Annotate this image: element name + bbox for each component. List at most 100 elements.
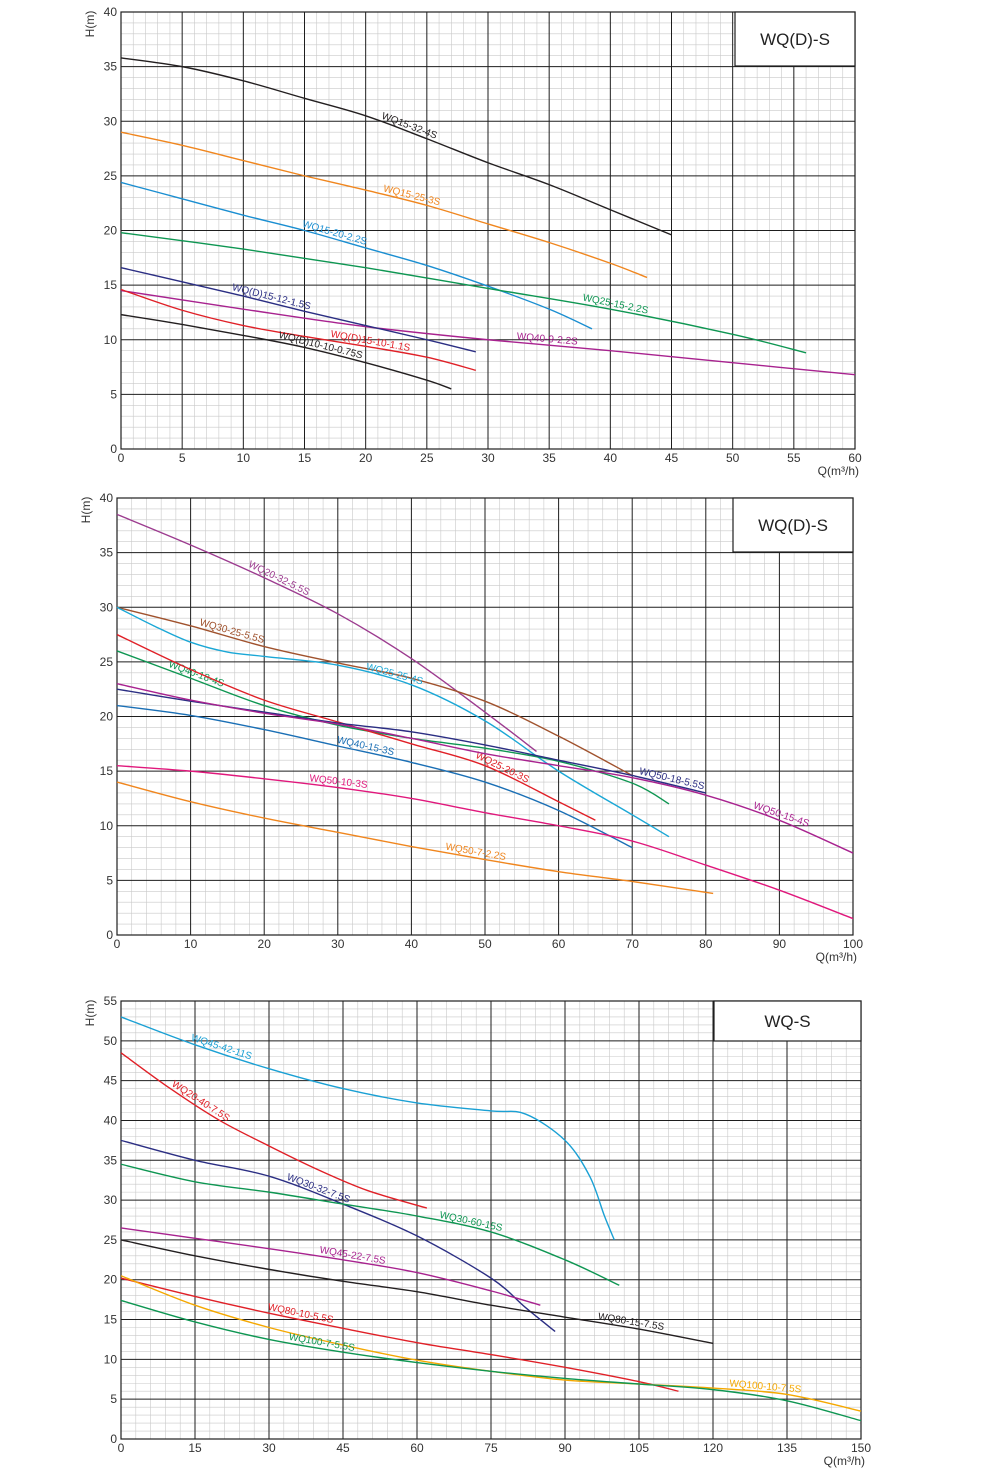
y-tick-label: 5: [106, 873, 113, 887]
x-tick-label: 10: [237, 451, 251, 465]
series-label: WQ30-25-5.5S: [198, 617, 265, 646]
x-axis-label: Q(m³/h): [824, 1454, 865, 1468]
chart-3: 0 15 30 45 60 75 90 105 120 135 150 0 5 10 15 20 25 30 35 4…: [83, 994, 871, 1468]
chart-title: WQ(D)-S: [760, 30, 830, 49]
series-label: WQ15-25-3S: [382, 183, 442, 208]
x-tick-label: 70: [626, 937, 640, 951]
series-label: WQ50-7-2.2S: [445, 842, 507, 864]
y-tick-label: 0: [110, 442, 117, 456]
y-tick-label: 30: [104, 114, 118, 128]
series-line: [116, 781, 714, 895]
x-tick-label: 135: [777, 1441, 797, 1455]
y-axis-label: H(m): [83, 1000, 97, 1027]
major-grid: [116, 497, 854, 936]
plot-frame: [116, 497, 854, 936]
series-line: [120, 1227, 541, 1306]
series-line: [120, 1299, 862, 1422]
title-box: [734, 11, 856, 67]
x-tick-label: 20: [258, 937, 272, 951]
y-axis-label: H(m): [79, 497, 93, 524]
x-tick-label: 30: [262, 1441, 276, 1455]
x-tick-label: 15: [188, 1441, 202, 1455]
x-tick-label: 60: [410, 1441, 424, 1455]
x-tick-label: 55: [787, 451, 801, 465]
series-label: WQ40-9-2.2S: [516, 331, 578, 347]
series-line: [116, 764, 854, 920]
x-tick-label: 80: [699, 937, 713, 951]
x-tick-label: 50: [478, 937, 492, 951]
chart-title: WQ-S: [764, 1012, 810, 1031]
series-label: WQ15-20-2.2S: [301, 219, 368, 248]
series-label: WQ30-32-7.5S: [285, 1172, 352, 1206]
y-tick-label: 30: [104, 1193, 118, 1207]
y-tick-label: 40: [104, 5, 118, 19]
x-tick-label: 75: [484, 1441, 498, 1455]
x-tick-label: 150: [851, 1441, 871, 1455]
series-label: WQ80-15-7.5S: [597, 1311, 665, 1333]
x-axis-label: Q(m³/h): [818, 464, 859, 478]
series-line: [120, 1052, 428, 1209]
x-tick-label: 60: [552, 937, 566, 951]
x-tick-label: 0: [114, 937, 121, 951]
x-tick-label: 90: [773, 937, 787, 951]
x-tick-label: 90: [558, 1441, 572, 1455]
x-tick-label: 120: [703, 1441, 723, 1455]
series-line: [116, 513, 537, 753]
plot-frame: [120, 11, 856, 450]
y-tick-label: 10: [100, 819, 114, 833]
y-tick-label: 20: [100, 710, 114, 724]
y-tick-label: 15: [104, 1313, 118, 1327]
x-tick-label: 0: [118, 451, 125, 465]
chart-2: 0 10 20 30 40 50 60 70 80 90 100 0 5 10 15 20 25 30 35 40 H(…: [79, 491, 863, 964]
major-grid: [120, 1000, 862, 1440]
x-tick-label: 40: [604, 451, 618, 465]
y-tick-label: 25: [104, 1233, 118, 1247]
x-tick-label: 10: [184, 937, 198, 951]
y-tick-label: 20: [104, 224, 118, 238]
x-tick-label: 45: [336, 1441, 350, 1455]
x-tick-label: 60: [848, 451, 862, 465]
y-axis-label: H(m): [83, 11, 97, 38]
y-tick-label: 15: [100, 764, 114, 778]
title-box: [732, 497, 854, 553]
x-tick-label: 15: [298, 451, 312, 465]
y-tick-label: 0: [110, 1432, 117, 1446]
series-line: [120, 181, 593, 330]
chart-title: WQ(D)-S: [758, 516, 828, 535]
series-line: [116, 704, 633, 849]
y-tick-label: 5: [110, 1392, 117, 1406]
series-line: [116, 683, 854, 854]
y-tick-label: 0: [106, 928, 113, 942]
series-label: WQ30-60-15S: [439, 1210, 504, 1234]
y-tick-label: 30: [100, 600, 114, 614]
x-tick-label: 30: [331, 937, 345, 951]
x-tick-label: 50: [726, 451, 740, 465]
y-tick-label: 45: [104, 1074, 118, 1088]
series-line: [116, 606, 633, 777]
y-tick-label: 35: [104, 60, 118, 74]
title-box: [713, 1000, 862, 1042]
series-line: [120, 266, 476, 353]
y-tick-label: 40: [100, 491, 114, 505]
x-tick-label: 35: [542, 451, 556, 465]
x-tick-label: 25: [420, 451, 434, 465]
series-line: [120, 57, 672, 236]
plot-frame: [120, 1000, 862, 1440]
series-label: WQ50-18-5.5S: [638, 766, 706, 792]
chart-1: 0 5 10 15 20 25 30 35 40 45 50 55 60 0 5 10 15 20 25 30 35 40…: [83, 5, 862, 478]
y-tick-label: 25: [100, 655, 114, 669]
x-tick-label: 105: [629, 1441, 649, 1455]
series-line: [120, 231, 807, 354]
series-line: [120, 131, 648, 279]
x-tick-label: 5: [179, 451, 186, 465]
y-tick-label: 50: [104, 1034, 118, 1048]
y-tick-label: 5: [110, 387, 117, 401]
series-line: [120, 1163, 620, 1286]
x-tick-label: 20: [359, 451, 373, 465]
y-tick-label: 35: [100, 546, 114, 560]
series-label: WQ15-32-4S: [380, 111, 439, 142]
y-tick-label: 10: [104, 333, 118, 347]
series-line: [120, 288, 476, 372]
series-line: [120, 1139, 556, 1333]
